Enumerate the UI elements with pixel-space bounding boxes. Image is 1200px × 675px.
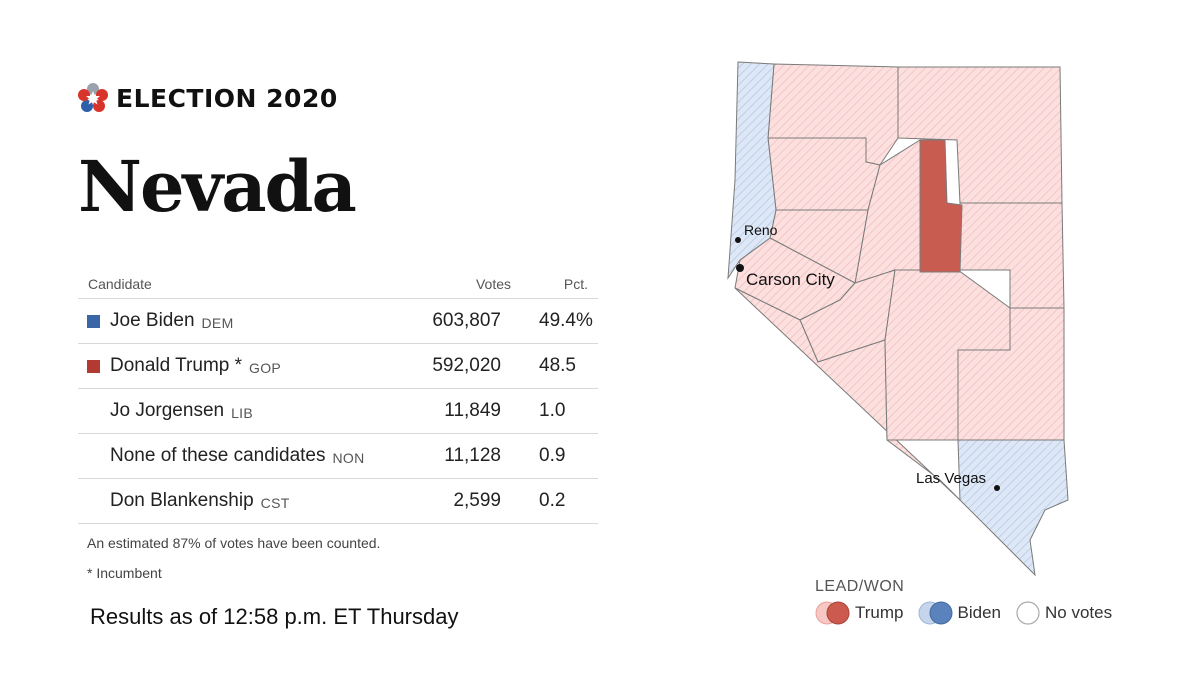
party-swatch-gop — [87, 359, 100, 373]
vote-pct: 48.5 — [539, 355, 576, 376]
city-reno: Reno — [735, 222, 778, 243]
trump-lead-won-swatch — [815, 601, 850, 625]
vote-count: 592,020 — [432, 355, 501, 376]
header-pct: Pct. — [563, 276, 588, 292]
county-eureka — [919, 139, 963, 273]
legend-label: No votes — [1044, 603, 1113, 622]
legend-item-biden: Biden — [918, 600, 1001, 626]
party-abbrev: NON — [332, 449, 365, 466]
vote-count: 11,849 — [444, 400, 501, 421]
no-votes-swatch — [1016, 601, 1040, 625]
incumbent-note: * Incumbent — [87, 565, 162, 581]
city-carson-city: Carson City — [736, 264, 835, 289]
vote-pct: 0.2 — [539, 490, 566, 511]
vote-pct: 0.9 — [539, 445, 566, 466]
party-abbrev: DEM — [201, 314, 234, 331]
biden-lead-won-swatch — [918, 601, 952, 625]
trump-lead-counties — [734, 63, 1065, 501]
results-timestamp: Results as of 12:58 p.m. ET Thursday — [90, 604, 459, 629]
city-las-vegas: Las Vegas — [916, 470, 1000, 491]
candidate-row-blankenship: Don Blankenship CST 2,599 0.2 — [78, 479, 598, 524]
party-swatch-dem — [87, 314, 100, 328]
city-label: Las Vegas — [916, 470, 986, 487]
county-clark — [957, 439, 1069, 577]
legend-label: Biden — [957, 603, 1001, 622]
candidate-row-jorgensen: Jo Jorgensen LIB 11,849 1.0 — [78, 389, 598, 434]
results-table: Candidate Votes Pct. Joe Biden DEM 603,8… — [78, 270, 598, 524]
legend-item-no-votes: No votes — [1015, 600, 1112, 626]
candidate-row-biden: Joe Biden DEM 603,807 49.4% — [78, 299, 598, 344]
votes-counted-note: An estimated 87% of votes have been coun… — [87, 535, 381, 551]
city-label: Carson City — [746, 270, 835, 289]
legend-item-trump: Trump — [815, 600, 904, 626]
candidate-name: None of these candidates — [110, 445, 326, 466]
candidate-row-trump: Donald Trump * GOP 592,020 48.5 — [78, 344, 598, 389]
county-pershing — [767, 137, 881, 211]
table-header: Candidate Votes Pct. — [78, 270, 598, 299]
vote-pct: 1.0 — [539, 400, 566, 421]
nevada-county-map: Reno Carson City Las Vegas — [727, 61, 1069, 577]
header-candidate: Candidate — [88, 276, 152, 292]
vote-count: 2,599 — [453, 490, 501, 511]
star-icon — [78, 83, 108, 112]
map-legend: LEAD/WON Trump Biden No votes — [815, 578, 1126, 626]
candidate-row-none: None of these candidates NON 11,128 0.9 — [78, 434, 598, 479]
candidate-name: Joe Biden — [110, 310, 195, 331]
legend-title: LEAD/WON — [815, 578, 905, 595]
brand-title: ELECTION 2020 — [116, 83, 338, 113]
party-abbrev: CST — [260, 494, 290, 511]
party-abbrev: GOP — [249, 359, 282, 376]
vote-count: 11,128 — [444, 445, 501, 466]
header-votes: Votes — [475, 276, 511, 292]
candidate-name: Donald Trump * — [110, 355, 243, 376]
county-washoe-west — [727, 61, 777, 280]
vote-count: 603,807 — [432, 310, 501, 331]
vote-pct: 49.4% — [539, 310, 593, 331]
biden-lead-counties — [727, 61, 1069, 577]
state-title: Nevada — [78, 145, 357, 228]
legend-label: Trump — [855, 603, 904, 622]
election-brand: ELECTION 2020 — [78, 82, 338, 114]
candidate-name: Jo Jorgensen — [110, 400, 225, 421]
city-label: Reno — [744, 222, 778, 238]
party-abbrev: LIB — [231, 404, 253, 421]
candidate-name: Don Blankenship — [110, 490, 254, 511]
